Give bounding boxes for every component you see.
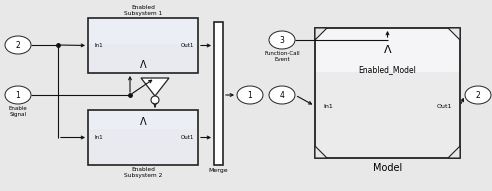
Text: 1: 1 bbox=[247, 91, 252, 100]
Polygon shape bbox=[448, 146, 460, 158]
Bar bbox=[316, 29, 459, 72]
Bar bbox=[214, 22, 223, 165]
Text: Enabled
Subsystem 1: Enabled Subsystem 1 bbox=[124, 5, 162, 16]
Ellipse shape bbox=[5, 36, 31, 54]
Bar bbox=[88, 110, 198, 165]
Ellipse shape bbox=[465, 86, 491, 104]
Bar bbox=[88, 18, 198, 73]
Text: Enable
Signal: Enable Signal bbox=[9, 106, 28, 117]
Polygon shape bbox=[315, 28, 327, 40]
Text: 4: 4 bbox=[279, 91, 284, 100]
Text: Function-Call
Event: Function-Call Event bbox=[264, 51, 300, 62]
Text: Model: Model bbox=[373, 163, 402, 173]
Text: Enabled
Subsystem 2: Enabled Subsystem 2 bbox=[124, 167, 162, 178]
Text: 1: 1 bbox=[16, 91, 20, 100]
Ellipse shape bbox=[5, 86, 31, 104]
Text: 2: 2 bbox=[16, 40, 20, 49]
Bar bbox=[89, 111, 197, 129]
Polygon shape bbox=[448, 28, 460, 40]
Text: In1: In1 bbox=[94, 43, 103, 48]
Text: Ʌ: Ʌ bbox=[140, 117, 146, 127]
Text: Merge: Merge bbox=[209, 168, 228, 173]
Text: Enabled_Model: Enabled_Model bbox=[359, 66, 416, 74]
Text: In1: In1 bbox=[94, 135, 103, 140]
Polygon shape bbox=[315, 146, 327, 158]
Ellipse shape bbox=[269, 86, 295, 104]
Text: Ʌ: Ʌ bbox=[384, 45, 391, 55]
Text: 3: 3 bbox=[279, 36, 284, 45]
Text: Out1: Out1 bbox=[436, 104, 452, 108]
Text: Out1: Out1 bbox=[181, 135, 194, 140]
Ellipse shape bbox=[269, 31, 295, 49]
Text: In1: In1 bbox=[323, 104, 333, 108]
Text: Ʌ: Ʌ bbox=[140, 60, 146, 70]
Circle shape bbox=[151, 96, 159, 104]
Bar bbox=[89, 19, 197, 44]
Text: Out1: Out1 bbox=[181, 43, 194, 48]
Polygon shape bbox=[141, 78, 169, 96]
Bar bbox=[315, 28, 460, 158]
Ellipse shape bbox=[237, 86, 263, 104]
Text: 2: 2 bbox=[476, 91, 480, 100]
